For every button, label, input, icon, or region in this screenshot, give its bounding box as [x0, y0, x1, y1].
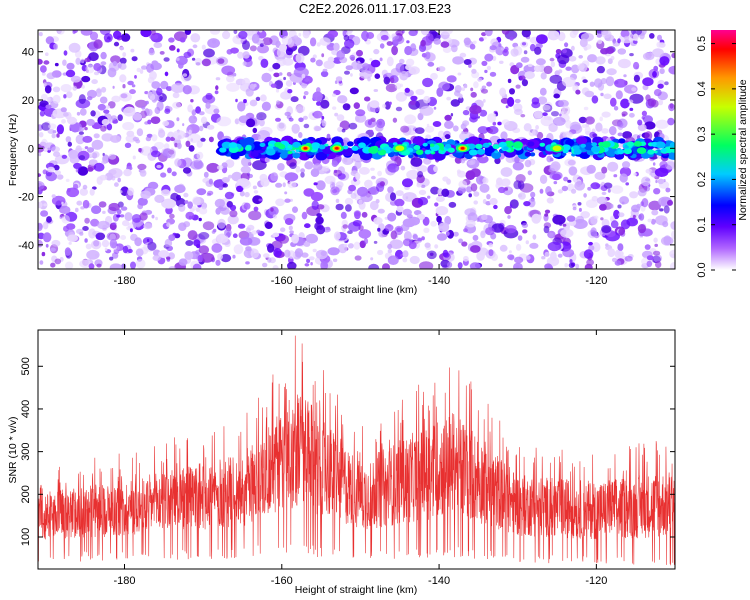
snr-ticks: -180 -160 -140 -120 100 200 300 400 500 — [20, 330, 675, 587]
snr-y-tick-label: 100 — [20, 528, 32, 546]
snr-x-tick-label: -160 — [271, 575, 293, 587]
signal-peak — [550, 144, 565, 153]
spectrogram-y-label: Frequency (Hz) — [7, 114, 19, 186]
snr-series-line — [38, 335, 675, 566]
snr-x-tick-label: -140 — [428, 575, 450, 587]
spectrogram-x-tick-label: -160 — [271, 275, 293, 287]
snr-x-tick-label: -180 — [113, 575, 135, 587]
spectrogram-y-tick-label: 20 — [22, 95, 34, 107]
signal-peak — [392, 144, 407, 153]
spectrogram-y-tick-label: 40 — [22, 47, 34, 59]
colorbar-tick-label: 0.2 — [696, 172, 708, 187]
spectrogram-y-tick-label: 0 — [28, 143, 34, 155]
snr-x-tick-label: -120 — [585, 575, 607, 587]
spectrogram-ticks: -180 -160 -140 -120 -40 -20 0 20 40 — [18, 30, 675, 287]
colorbar-tick-label: 0.3 — [696, 127, 708, 142]
spectrogram-signal-band — [215, 135, 675, 161]
colorbar-tick-label: 0.0 — [696, 262, 708, 277]
snr-y-tick-label: 500 — [20, 357, 32, 375]
spectrogram-x-label: Height of straight line (km) — [295, 284, 418, 296]
spectrogram-x-tick-label: -180 — [113, 275, 135, 287]
spectrogram-frame — [37, 29, 676, 270]
snr-background — [38, 330, 675, 569]
snr-y-label: SNR (10 * v/v) — [7, 416, 19, 483]
snr-y-tick-label: 300 — [20, 442, 32, 460]
snr-y-tick-label: 200 — [20, 485, 32, 503]
signal-peak — [455, 144, 470, 153]
colorbar-tick-label: 0.5 — [696, 36, 708, 51]
signal-peak — [329, 144, 344, 153]
snr-frame — [37, 329, 676, 570]
signal-peak — [298, 144, 313, 153]
colorbar-tick-label: 0.4 — [696, 81, 708, 96]
snr-x-label: Height of straight line (km) — [295, 584, 418, 596]
spectrogram-y-tick-label: -20 — [18, 192, 34, 204]
spectrogram-y-tick-label: -40 — [18, 240, 34, 252]
colorbar-label: Normalized spectral amplitude — [737, 79, 749, 220]
spectrogram-x-tick-label: -140 — [428, 275, 450, 287]
colorbar-ticks: 0.0 0.1 0.2 0.3 0.4 0.5 — [696, 36, 736, 278]
colorbar-tick-label: 0.1 — [696, 217, 708, 232]
colorbar-gradient — [711, 30, 736, 270]
snr-y-tick-label: 400 — [20, 400, 32, 418]
chart-title: C2E2.2026.011.17.03.E23 — [298, 1, 452, 16]
snr-panel: -180 -160 -140 -120 100 200 300 400 500 — [20, 329, 676, 587]
colorbar: 0.0 0.1 0.2 0.3 0.4 0.5 — [696, 30, 736, 278]
spectrogram-x-tick-label: -120 — [585, 275, 607, 287]
spectrogram-panel: -180 -160 -140 -120 -40 -20 0 20 40 — [18, 29, 676, 287]
